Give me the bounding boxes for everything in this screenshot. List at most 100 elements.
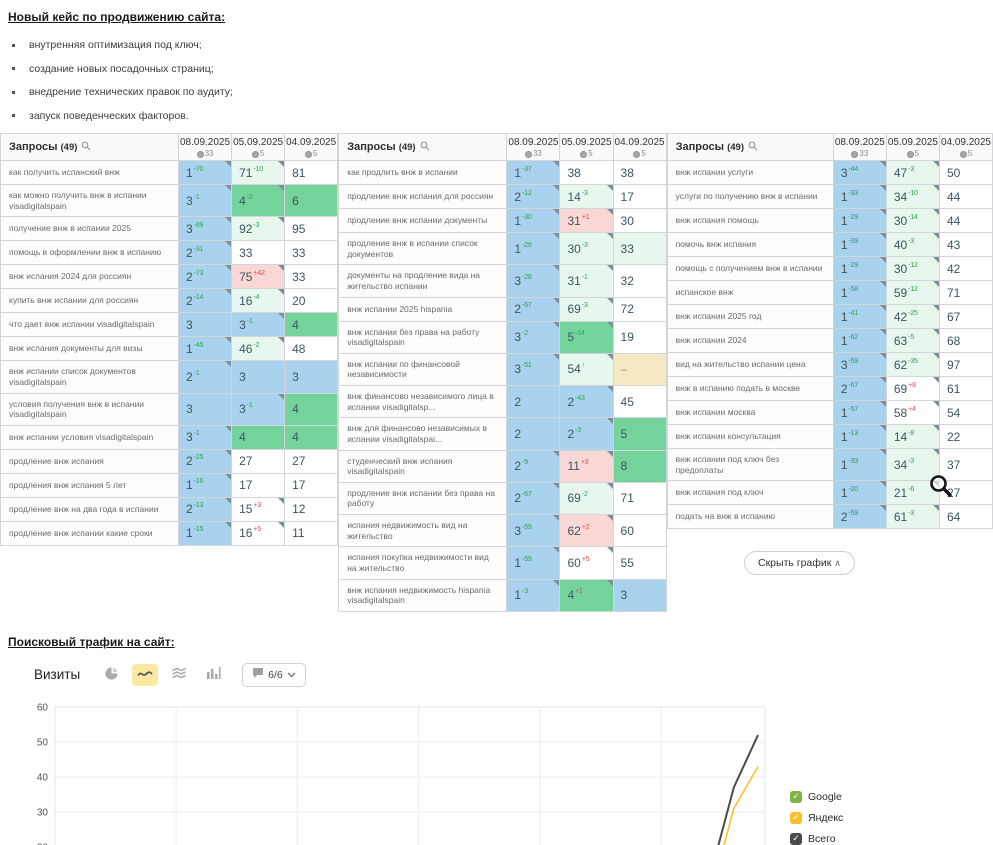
position-cell[interactable]: 1-70 [177, 160, 233, 185]
position-cell[interactable]: 46-2 [231, 336, 286, 362]
position-cell[interactable]: 34-10 [885, 184, 940, 209]
position-cell[interactable]: 27 [284, 448, 339, 474]
position-cell[interactable]: 1-39 [832, 232, 887, 257]
keyword-cell[interactable]: подать на внж в испанию [666, 504, 834, 530]
keyword-cell[interactable]: как продлить внж в испании [338, 160, 508, 185]
position-cell[interactable]: 2-1 [177, 360, 233, 394]
position-cell[interactable]: 33 [284, 264, 339, 290]
position-cell[interactable]: 2-13 [177, 496, 233, 522]
position-cell[interactable]: 1-41 [832, 304, 887, 329]
position-cell[interactable]: 2 [506, 417, 561, 451]
position-cell[interactable]: 2-43 [559, 384, 614, 419]
keyword-cell[interactable]: что дает внж испании visadigitalspain [0, 312, 179, 338]
position-cell[interactable]: 61-3 [885, 504, 940, 530]
position-cell[interactable]: 63-5 [885, 328, 940, 353]
position-cell[interactable]: 54↑ [559, 352, 614, 387]
position-cell[interactable]: 30-12 [885, 256, 940, 281]
position-cell[interactable]: 6 [284, 183, 339, 218]
position-cell[interactable]: 1-13 [832, 424, 887, 449]
queries-column-header[interactable]: Запросы (49) [0, 133, 179, 161]
position-cell[interactable]: 30-14 [885, 208, 940, 233]
position-cell[interactable]: 61 [938, 376, 993, 401]
position-cell[interactable]: 19 [612, 320, 667, 354]
position-cell[interactable]: 2-3 [559, 417, 614, 451]
keyword-cell[interactable]: помощь в оформлении внж в испанию [0, 240, 179, 266]
position-cell[interactable]: 1-29 [832, 256, 887, 281]
position-cell[interactable]: 67 [938, 304, 993, 329]
position-cell[interactable]: 31+1 [559, 208, 614, 233]
position-cell[interactable]: 44 [938, 184, 993, 209]
position-cell[interactable]: 62-35 [885, 352, 940, 377]
keyword-cell[interactable]: как можно получить внж в испании visadig… [0, 183, 179, 218]
keyword-cell[interactable]: услуги по получению внж в испании [666, 184, 834, 209]
position-cell[interactable]: 20 [284, 288, 339, 314]
position-cell[interactable]: 50 [938, 160, 993, 185]
keyword-cell[interactable]: внж испания 2024 для россиян [0, 264, 179, 290]
position-cell[interactable]: 92-3 [231, 216, 286, 242]
position-cell[interactable]: 45 [612, 384, 667, 419]
keyword-cell[interactable]: условия получения внж в испании visadigi… [0, 392, 179, 426]
keyword-cell[interactable]: внж испания документы для визы [0, 336, 179, 362]
position-cell[interactable]: 3 [177, 312, 233, 338]
keyword-cell[interactable]: внж испания недвижимость hispania visadi… [338, 578, 508, 612]
position-cell[interactable]: 69-2 [559, 481, 614, 516]
position-cell[interactable]: 2-67 [832, 376, 887, 401]
position-cell[interactable]: 1-33 [832, 447, 887, 482]
keyword-cell[interactable]: продление внж испании какие сроки [0, 520, 179, 546]
position-cell[interactable]: 32 [612, 264, 667, 298]
position-cell[interactable]: 37 [938, 447, 993, 482]
keyword-cell[interactable]: внж испании москва [666, 400, 834, 425]
position-cell[interactable]: 38 [559, 160, 614, 185]
position-cell[interactable]: 33 [612, 231, 667, 266]
position-cell[interactable]: 11+3 [559, 449, 614, 483]
position-cell[interactable]: 2-14 [177, 288, 233, 314]
position-cell[interactable]: 55 [612, 546, 667, 580]
date-column-header[interactable]: 04.09.2025 5 [284, 133, 339, 161]
position-cell[interactable]: 59-12 [885, 280, 940, 305]
position-cell[interactable]: 81 [284, 160, 339, 185]
position-cell[interactable]: 4 [231, 424, 286, 450]
position-cell[interactable]: 34-3 [885, 447, 940, 482]
position-cell[interactable]: 3-51 [506, 352, 561, 387]
position-cell[interactable]: 17 [612, 184, 667, 209]
keyword-cell[interactable]: испания недвижимость вид на жительство [338, 513, 508, 548]
keyword-cell[interactable]: внж испании услуги [666, 160, 834, 185]
position-cell[interactable]: 3-1 [231, 312, 286, 338]
position-cell[interactable]: 17 [231, 472, 286, 498]
keyword-cell[interactable]: испания покупка недвижимости вид на жите… [338, 546, 508, 580]
date-column-header[interactable]: 08.09.2025 33 [832, 133, 887, 161]
date-column-header[interactable]: 04.09.2025 5 [938, 133, 993, 161]
date-column-header[interactable]: 08.09.2025 33 [177, 133, 233, 161]
keyword-cell[interactable]: документы на продление вида на жительств… [338, 264, 508, 298]
position-cell[interactable]: 3 [284, 360, 339, 394]
keyword-cell[interactable]: вид на жительство испании цена [666, 352, 834, 377]
keyword-cell[interactable]: внж испании список документов visadigita… [0, 360, 179, 394]
position-cell[interactable]: 38 [612, 160, 667, 185]
position-cell[interactable]: 5 [612, 417, 667, 451]
keyword-cell[interactable]: продления внж испания 5 лет [0, 472, 179, 498]
position-cell[interactable]: 64 [938, 504, 993, 530]
keyword-cell[interactable]: помощь с получением внж в испании [666, 256, 834, 281]
position-cell[interactable]: 4-2 [231, 183, 286, 218]
keyword-cell[interactable]: внж испании 2024 [666, 328, 834, 353]
position-cell[interactable]: 71 [612, 481, 667, 516]
keyword-cell[interactable]: внж испании по финансовой независимости [338, 352, 508, 387]
position-cell[interactable]: 14-8 [885, 424, 940, 449]
keyword-cell[interactable]: внж испании под ключ без предоплаты [666, 447, 834, 482]
position-cell[interactable]: 1-20 [832, 480, 887, 506]
position-cell[interactable]: 1-30 [506, 208, 561, 233]
position-cell[interactable]: 4+1 [559, 578, 614, 612]
position-cell[interactable]: 1-16 [177, 472, 233, 498]
position-cell[interactable]: 17 [284, 472, 339, 498]
position-cell[interactable]: 1-58 [832, 280, 887, 305]
keyword-cell[interactable]: продление внж испании документы [338, 208, 508, 233]
position-cell[interactable]: 1-37 [506, 160, 561, 185]
date-column-header[interactable]: 05.09.2025 5 [231, 133, 286, 161]
position-cell[interactable]: 27 [231, 448, 286, 474]
position-cell[interactable]: 16-4 [231, 288, 286, 314]
keyword-cell[interactable]: внж финансово независимого лица в испани… [338, 384, 508, 419]
keyword-cell[interactable]: как получить испанский внж [0, 160, 179, 185]
position-cell[interactable]: 1-45 [177, 336, 233, 362]
position-cell[interactable]: 15+3 [231, 496, 286, 522]
position-cell[interactable]: 30 [612, 208, 667, 233]
